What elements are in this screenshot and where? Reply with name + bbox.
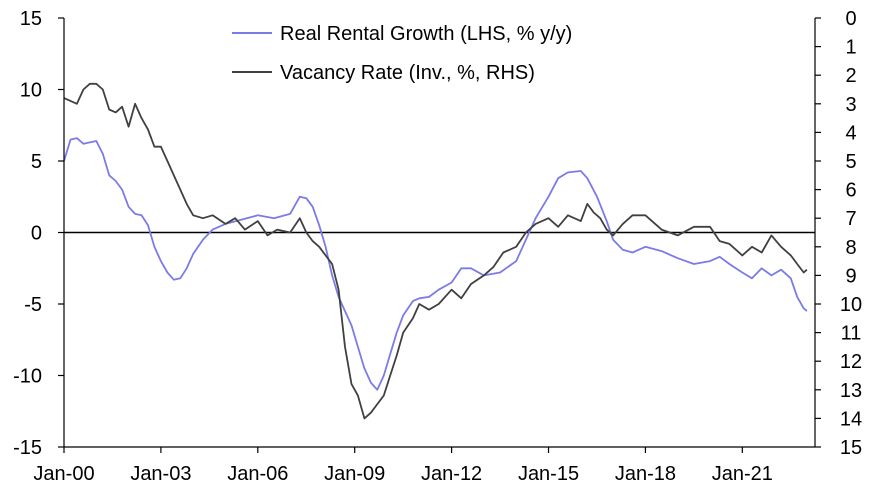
right-y-tick-label: 14 — [840, 408, 862, 430]
right-y-tick-label: 3 — [845, 94, 856, 116]
right-y-tick-label: 15 — [840, 437, 862, 459]
right-y-tick-label: 13 — [840, 380, 862, 402]
right-y-tick-label: 11 — [841, 323, 862, 345]
left-y-tick-label: -15 — [13, 437, 42, 459]
right-y-tick-label: 5 — [845, 151, 856, 173]
right-y-tick-label: 9 — [845, 265, 856, 287]
right-y-tick-label: 0 — [845, 8, 856, 30]
right-y-tick-label: 10 — [840, 294, 862, 316]
legend: Real Rental Growth (LHS, % y/y) Vacancy … — [232, 23, 572, 84]
x-tick-label: Jan-00 — [33, 463, 94, 485]
legend-label-vacancy: Vacancy Rate (Inv., %, RHS) — [280, 62, 535, 84]
right-y-tick-label: 12 — [840, 351, 862, 373]
series-line-rental — [63, 137, 808, 391]
right-y-tick-label: 4 — [845, 122, 856, 144]
right-y-tick-label: 6 — [845, 180, 856, 202]
x-tick-label: Jan-15 — [518, 463, 579, 485]
x-tick-label: Jan-12 — [421, 463, 482, 485]
left-y-tick-label: -5 — [24, 294, 42, 316]
x-tick-label: Jan-03 — [130, 463, 191, 485]
left-y-tick-label: 10 — [20, 80, 42, 102]
left-y-tick-label: 0 — [31, 223, 42, 245]
legend-label-rental: Real Rental Growth (LHS, % y/y) — [280, 23, 572, 45]
x-tick-label: Jan-06 — [227, 463, 288, 485]
series-line-vacancy — [63, 82, 808, 420]
right-y-tick-label: 2 — [845, 65, 856, 87]
right-y-tick-label: 7 — [845, 208, 856, 230]
left-y-tick-label: -10 — [13, 366, 42, 388]
x-tick-label: Jan-18 — [615, 463, 676, 485]
series-layer — [63, 82, 808, 420]
left-y-tick-label: 15 — [20, 8, 42, 30]
x-tick-label: Jan-09 — [324, 463, 385, 485]
right-y-tick-label: 8 — [845, 237, 856, 259]
right-y-tick-label: 1 — [845, 37, 856, 59]
left-y-tick-label: 5 — [31, 151, 42, 173]
ticks-layer: 151050-5-10-150123456789101112131415Jan-… — [13, 8, 862, 485]
x-tick-label: Jan-21 — [712, 463, 773, 485]
